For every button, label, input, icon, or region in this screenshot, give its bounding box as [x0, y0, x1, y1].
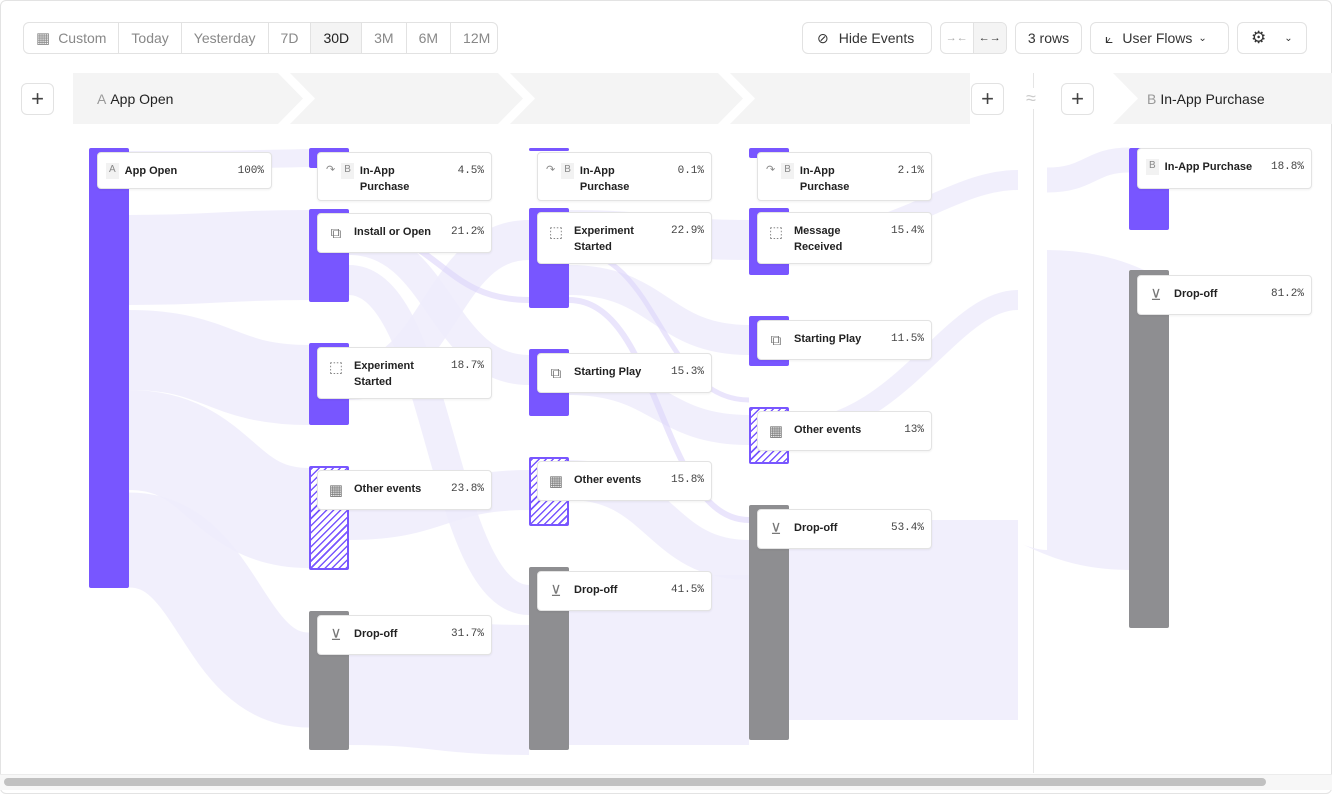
- node-card-message-received[interactable]: ⬚ Message Received 15.4%: [757, 212, 932, 264]
- node-card-drop-off[interactable]: ⊻ Drop-off 31.7%: [317, 615, 492, 655]
- gap-symbol: ≈: [1024, 88, 1038, 109]
- date-range-30d[interactable]: 30D: [311, 23, 363, 53]
- node-card-other-events[interactable]: ▦ Other events 23.8%: [317, 470, 492, 510]
- node-card-drop-off[interactable]: ⊻ Drop-off 41.5%: [537, 571, 712, 611]
- expand-collapse-toggle: →← ←→: [940, 22, 1007, 54]
- step-header-gap: [730, 73, 970, 124]
- date-range-7d[interactable]: 7D: [269, 23, 312, 53]
- date-range-6m[interactable]: 6M: [407, 23, 452, 53]
- eye-off-icon: ⊘: [817, 29, 829, 46]
- collapse-icon[interactable]: →←: [941, 23, 974, 53]
- date-range-12m[interactable]: 12M: [463, 30, 491, 46]
- node-card-in-app-purchase[interactable]: ↷ B In-App Purchase 4.5%: [317, 152, 492, 201]
- grid-icon: ▦: [328, 482, 344, 499]
- step-header-a: [73, 73, 303, 124]
- copy-icon: ⧉: [330, 224, 342, 242]
- date-range-yesterday[interactable]: Yesterday: [182, 23, 269, 53]
- chevron-down-icon: ⌄: [1284, 32, 1293, 44]
- grid-icon: ▦: [768, 423, 784, 440]
- date-range-3m[interactable]: 3M: [362, 23, 407, 53]
- node-card-starting-play[interactable]: ⧉ Starting Play 11.5%: [757, 320, 932, 360]
- node-card-app-open[interactable]: A App Open 100%: [97, 152, 272, 189]
- date-range-selector: ▦ Custom Today Yesterday 7D 30D 3M 6M 12M: [23, 22, 498, 54]
- step-b-label[interactable]: B In-App Purchase: [1147, 91, 1265, 107]
- grid-icon: ▦: [548, 473, 564, 490]
- calendar-icon: ▦: [36, 30, 51, 47]
- step-divider: [1033, 73, 1034, 773]
- node-card-in-app-purchase[interactable]: B In-App Purchase 18.8%: [1137, 148, 1312, 189]
- user-flows-icon: ⟀: [1105, 29, 1114, 46]
- chevron-down-icon: ⌄: [1198, 32, 1207, 44]
- flow-link: [126, 390, 312, 568]
- step-header-gap: [290, 73, 523, 124]
- expand-icon[interactable]: ←→: [973, 23, 1006, 53]
- arrow-down-circle-icon: ⊻: [330, 627, 342, 644]
- date-range-custom[interactable]: ▦ Custom: [24, 23, 120, 53]
- chart-type-dropdown[interactable]: ⟀ User Flows ⌄: [1090, 22, 1229, 54]
- node-card-experiment-started[interactable]: ⬚ Experiment Started 22.9%: [537, 212, 712, 264]
- add-step-after-a-button[interactable]: +: [971, 83, 1004, 115]
- node-bar-in-app-purchase[interactable]: [529, 148, 569, 151]
- copy-icon: ⧉: [770, 331, 782, 349]
- flow-link: [348, 615, 530, 755]
- flow-link: [128, 310, 310, 425]
- cursor-click-icon: ⬚: [768, 224, 784, 241]
- add-step-before-b-button[interactable]: +: [1061, 83, 1094, 115]
- arrow-down-circle-icon: ⊻: [770, 521, 782, 538]
- cursor-click-icon: ⬚: [328, 359, 344, 376]
- arrow-down-circle-icon: ⊻: [550, 583, 562, 600]
- flow-link: [568, 265, 750, 355]
- cursor-click-icon: ⬚: [548, 224, 564, 241]
- step-letter: A: [106, 163, 119, 179]
- hide-events-button[interactable]: ⊘ Hide Events: [802, 22, 932, 54]
- flow-link: [128, 210, 310, 305]
- node-card-experiment-started[interactable]: ⬚ Experiment Started 18.7%: [317, 347, 492, 399]
- step-header-gap: [510, 73, 743, 124]
- node-card-other-events[interactable]: ▦ Other events 15.8%: [537, 461, 712, 501]
- redirect-arrow-icon: ↷: [546, 164, 556, 176]
- flow-link: [568, 297, 750, 523]
- node-bar-drop-off[interactable]: [1129, 270, 1169, 628]
- node-card-starting-play[interactable]: ⧉ Starting Play 15.3%: [537, 353, 712, 393]
- node-card-other-events[interactable]: ▦ Other events 13%: [757, 411, 932, 451]
- arrow-down-circle-icon: ⊻: [1150, 287, 1162, 304]
- flow-link: [125, 492, 314, 728]
- node-bar-app-open[interactable]: [89, 148, 129, 588]
- step-a-label[interactable]: A App Open: [97, 91, 174, 107]
- date-range-today[interactable]: Today: [119, 23, 182, 53]
- flow-link: [1019, 250, 1161, 570]
- add-step-before-button[interactable]: +: [21, 83, 54, 115]
- node-card-drop-off[interactable]: ⊻ Drop-off 53.4%: [757, 509, 932, 549]
- settings-dropdown[interactable]: ⚙ ⌄: [1237, 22, 1307, 54]
- step-header-b: [1113, 73, 1332, 124]
- node-card-drop-off[interactable]: ⊻ Drop-off 81.2%: [1137, 275, 1312, 315]
- flow-link: [1046, 147, 1130, 193]
- flow-link: [346, 265, 532, 615]
- node-card-in-app-purchase[interactable]: ↷ B In-App Purchase 0.1%: [537, 152, 712, 201]
- redirect-arrow-icon: ↷: [326, 164, 336, 176]
- redirect-arrow-icon: ↷: [766, 164, 776, 176]
- rows-button[interactable]: 3 rows: [1015, 22, 1082, 54]
- copy-icon: ⧉: [550, 364, 562, 382]
- node-card-in-app-purchase[interactable]: ↷ B In-App Purchase 2.1%: [757, 152, 932, 201]
- gear-icon: ⚙: [1251, 28, 1267, 47]
- node-card-install-or-open[interactable]: ⧉ Install or Open 21.2%: [317, 213, 492, 253]
- horizontal-scrollbar[interactable]: [4, 778, 1266, 786]
